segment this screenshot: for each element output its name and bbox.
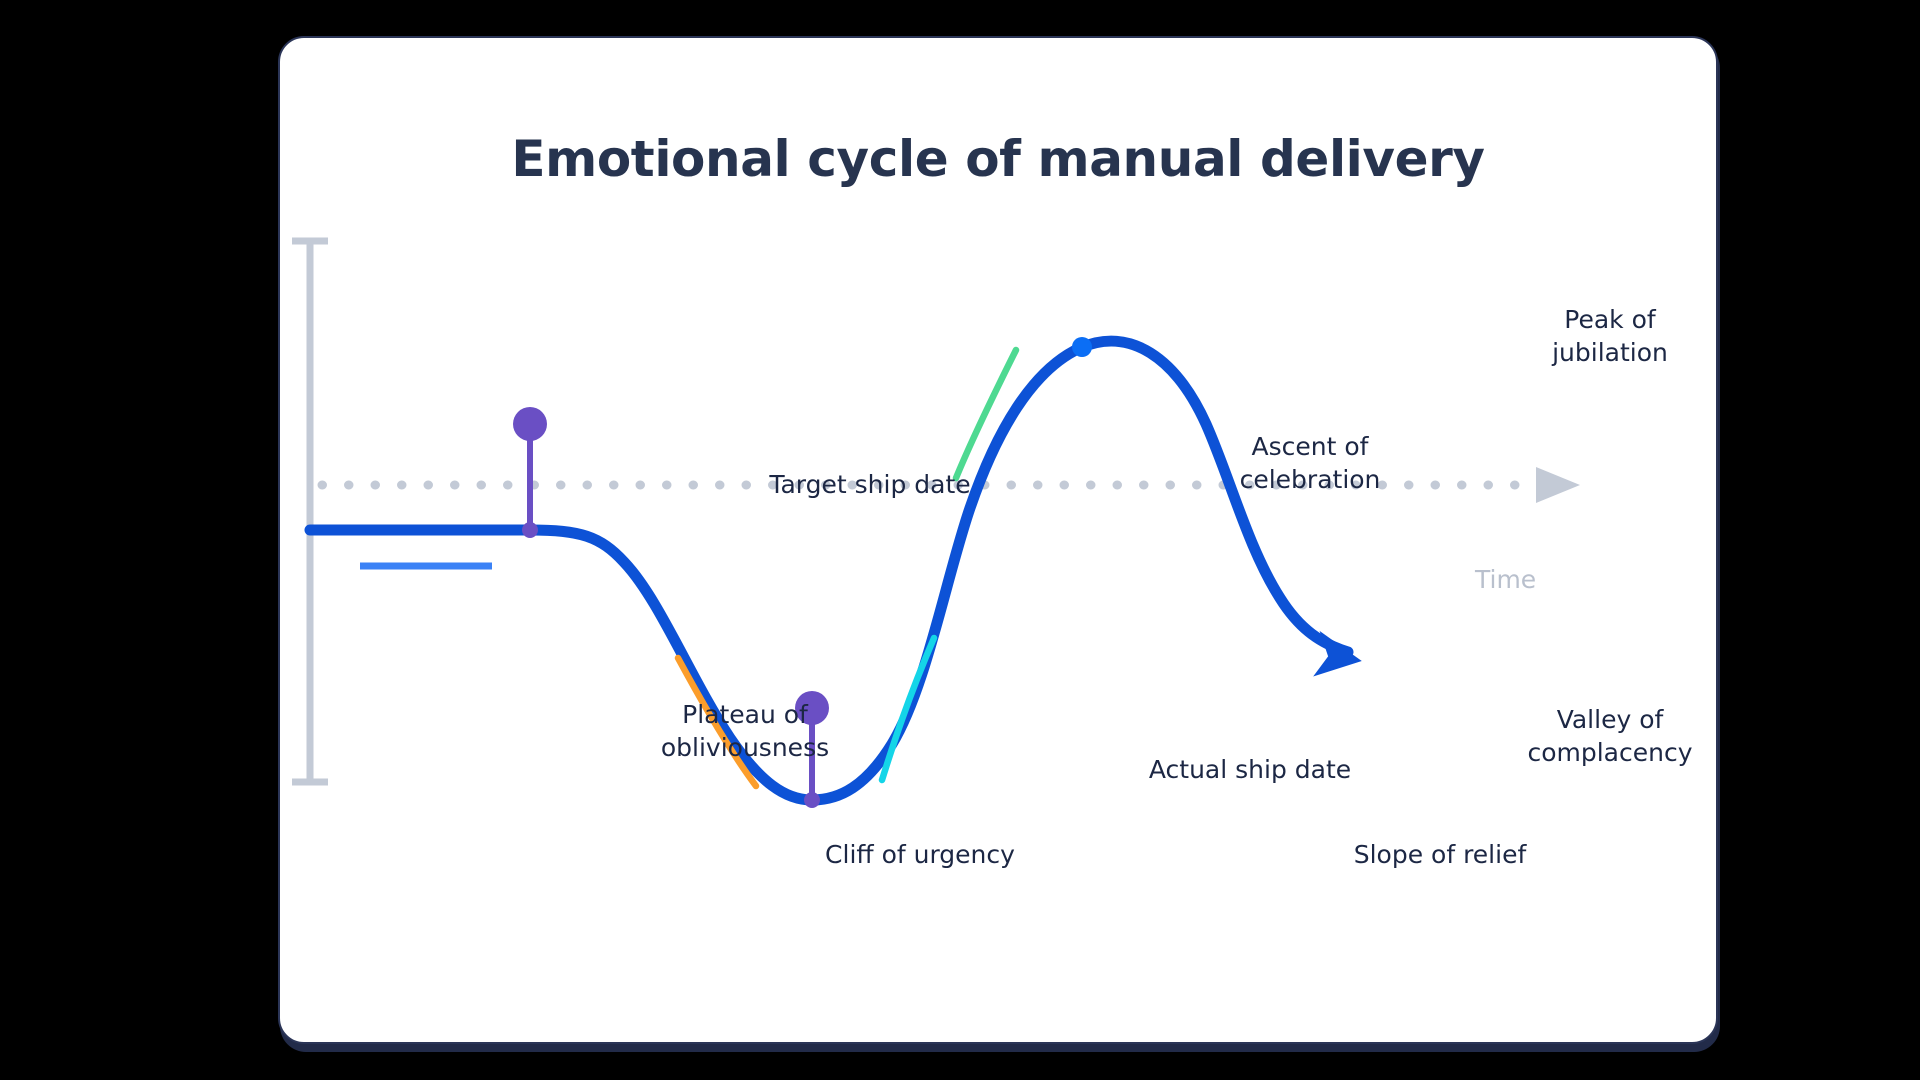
label-cliff-of-urgency: Cliff of urgency [825, 840, 1015, 869]
peak-point [1072, 337, 1092, 357]
label-slope-of-relief: Slope of relief [1353, 840, 1527, 869]
label-peak-of-jubilation: Peak of jubilation [1552, 305, 1668, 367]
actual-ship-date-marker[interactable] [795, 691, 829, 808]
emotional-cycle-chart [292, 237, 1580, 808]
label-ascent-of-celebration: Ascent of celebration [1239, 432, 1381, 494]
ascent-accent-line [952, 346, 1020, 482]
label-time-axis: Time [1475, 565, 1537, 594]
target-ship-date-marker[interactable] [513, 407, 547, 538]
label-actual-ship-date: Actual ship date [1148, 755, 1352, 784]
label-plateau-of-obliviousness: Plateau of obliviousness [660, 700, 830, 762]
page-title: Emotional cycle of manual delivery [511, 130, 1485, 188]
slope-accent-line [878, 634, 938, 784]
label-target-ship-date: Target ship date [769, 470, 971, 499]
time-axis [317, 467, 1580, 503]
cliff-accent-line [674, 654, 760, 790]
emotion-curve [304, 335, 1362, 806]
chart-card: Emotional cycle of manual delivery [278, 36, 1718, 1044]
value-axis [292, 237, 328, 786]
label-valley-of-complacency: Valley of complacency [1527, 705, 1693, 767]
